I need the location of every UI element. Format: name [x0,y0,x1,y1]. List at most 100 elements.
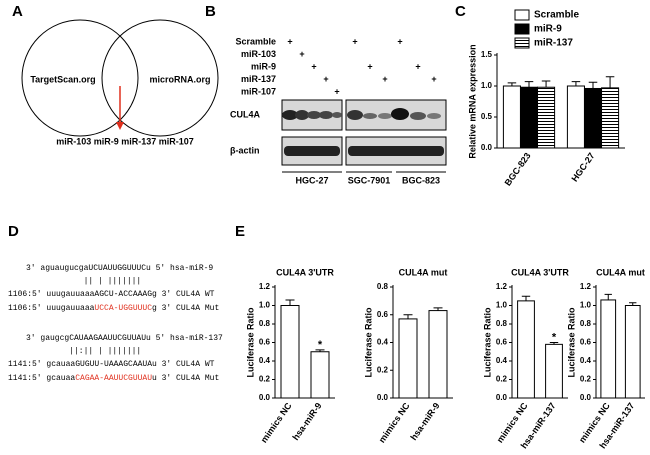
x-tick-label: mimics NC [259,400,294,444]
legend-swatch [514,9,530,21]
treatment-label: Scramble [235,36,276,46]
y-tick-label: 1.0 [496,301,508,310]
y-tick-label: 0.6 [496,338,508,347]
legend-label: miR-137 [534,38,573,49]
treatment-mark: + [382,74,387,84]
pairing: || | ||||||| [26,277,141,286]
bar [566,85,585,149]
y-tick-label: 0.6 [259,338,271,347]
legend-swatch [514,23,530,35]
y-axis-label: Luciferase Ratio [566,307,576,378]
venn-result: miR-103 miR-9 miR-137 miR-107 [56,136,194,146]
treatment-mark: + [334,86,339,96]
legend-label: miR-9 [534,24,562,35]
error-bar [541,80,551,88]
venn-circle [21,19,139,137]
blot [281,99,447,173]
y-tick-label: 0.8 [580,319,592,328]
panel-label: B [205,3,216,20]
y-tick-label: 0.4 [377,338,389,347]
seq-mutation: UCCA-UGGUUUC [94,304,152,313]
y-tick-label: 1.0 [481,81,493,90]
treatment-mark: + [299,49,304,59]
seq-part: u 3' CUL4A Mut [152,374,219,383]
legend-swatch [514,37,530,49]
sequences: 3' aguaugucgaUCUAUUGGUUUCu 5' hsa-miR-9 … [8,264,223,383]
chart-title: CUL4A mut [596,267,645,277]
y-tick-label: 1.2 [496,282,508,291]
seq-part: g 3' CUL4A Mut [152,304,219,313]
venn-circle [101,19,219,137]
error-bar [549,342,559,345]
y-tick-label: 0.2 [580,375,592,384]
venn-label: microRNA.org [149,74,210,84]
bar [583,87,603,149]
bar [310,351,330,399]
bar [519,86,539,149]
x-tick-label: hsa-miR-9 [290,401,323,442]
sequence: 1106:5' uuugauuaaaUCCA-UGGUUUCg 3' CUL4A… [8,304,219,313]
y-tick-label: 0.0 [580,393,592,402]
bar [428,310,448,399]
cell-line-label: SGC-7901 [348,175,391,185]
y-tick-label: 0.0 [481,143,493,152]
venn-label: TargetScan.org [30,74,95,84]
treatment-label: miR-103 [241,49,276,59]
treatment-mark: + [352,36,357,46]
treatment-label: miR-137 [241,74,276,84]
y-tick-label: 1.2 [580,282,592,291]
bar [545,343,563,399]
treatment-label: miR-9 [251,61,276,71]
protein-label: β-actin [230,145,260,155]
cell-line-label: HGC-27 [295,175,328,185]
treatment-mark: + [367,61,372,71]
y-tick-label: 0.0 [377,393,389,402]
arrow-head [116,122,124,130]
y-tick-label: 0.8 [377,282,389,291]
pairing: ||:|| | ||||||| [26,347,141,356]
error-bar [604,293,612,300]
y-tick-label: 0.0 [259,393,271,402]
chart-title: CUL4A 3'UTR [276,267,334,277]
y-tick-label: 0.6 [377,310,389,319]
protein-label: CUL4A [230,109,261,119]
significance-mark: * [552,331,557,343]
error-bar [605,76,615,88]
bar [517,300,535,399]
bar [398,318,418,399]
sequence: 1106:5' uuugauuaaaAGCU-ACCAAAGg 3' CUL4A… [8,290,215,299]
error-bar [285,299,295,306]
y-tick-label: 0.4 [580,356,592,365]
seq-part: 1141:5' gcauaa [8,374,75,383]
treatment-mark: + [397,36,402,46]
legend-label: Scramble [534,10,579,21]
error-bar [403,314,413,319]
bar [624,305,641,399]
y-tick-label: 0.4 [496,356,508,365]
error-bar [629,302,637,306]
seq-mutation: CAGAA-AAUUCGUUAU [75,374,152,383]
treatment-mark: + [431,74,436,84]
error-bar [433,307,443,311]
x-tick-label: mimics NC [377,400,412,444]
bar [600,299,617,399]
y-tick-label: 0.2 [496,375,508,384]
y-tick-label: 1.0 [259,301,271,310]
treatment-mark: + [311,61,316,71]
error-bar [524,81,534,88]
y-axis-label: Luciferase Ratio [363,307,373,378]
y-tick-label: 0.2 [259,375,271,384]
y-tick-label: 0.5 [481,112,493,121]
sequence: 3' gaugcgCAUAAGAAUUCGUUAUu 5' hsa-miR-13… [26,334,223,343]
y-tick-label: 1.5 [481,50,493,59]
y-tick-label: 0.8 [259,319,271,328]
y-tick-label: 0.2 [377,365,389,374]
panel-label: E [235,223,245,240]
error-bar [571,81,581,86]
error-bar [507,82,517,86]
y-tick-label: 0.8 [496,319,508,328]
x-tick-label: HGC-27 [569,151,596,184]
y-axis-label: Relative mRNA expression [467,44,477,158]
bar [502,85,521,149]
error-bar [521,295,531,301]
